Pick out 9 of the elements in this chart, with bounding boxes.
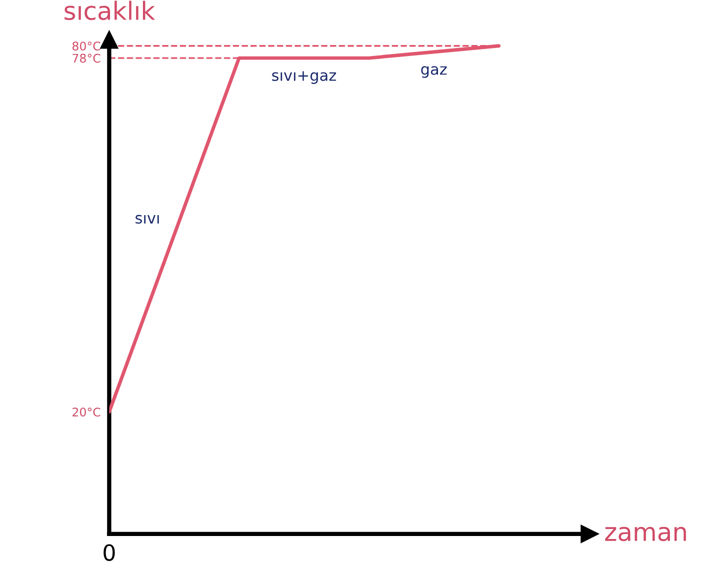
y-tick-label: 80°C xyxy=(72,42,100,51)
y-tick-label: 78°C xyxy=(72,54,100,63)
annotation: sıvı+gaz xyxy=(272,71,336,84)
y-axis-title: sıcaklık xyxy=(64,0,156,20)
annotation: gaz xyxy=(421,66,447,78)
text: 0 xyxy=(104,544,115,562)
y-tick-label: 20°C xyxy=(72,408,100,417)
x-axis-title: zaman xyxy=(605,526,686,542)
annotation: sıvı xyxy=(136,214,159,224)
